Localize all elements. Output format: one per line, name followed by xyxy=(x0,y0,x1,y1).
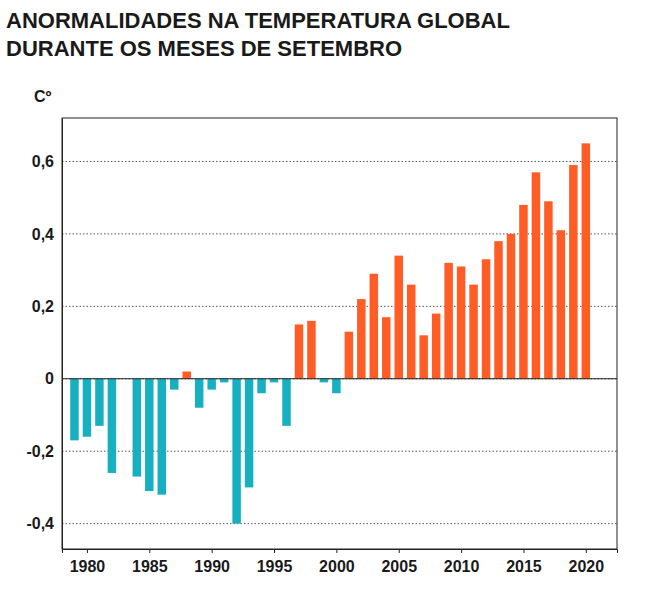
bar xyxy=(569,165,577,379)
bar xyxy=(133,379,141,477)
x-tick-label: 1985 xyxy=(132,558,168,575)
bar xyxy=(469,285,477,379)
x-tick: 2010 xyxy=(444,549,480,575)
bar xyxy=(507,234,515,379)
bar xyxy=(332,379,340,393)
bar xyxy=(170,379,178,390)
x-tick-mark xyxy=(399,549,400,553)
x-tick: 1980 xyxy=(70,549,106,575)
x-tick-label: 2015 xyxy=(506,558,542,575)
x-tick: 2000 xyxy=(319,549,355,575)
x-tick-label: 2005 xyxy=(381,558,417,575)
bar xyxy=(83,379,91,437)
bar xyxy=(257,379,265,393)
grid-line xyxy=(62,378,617,379)
x-tick-label: 2010 xyxy=(444,558,480,575)
bar xyxy=(70,379,78,441)
bar xyxy=(207,379,215,390)
x-tick-mark xyxy=(212,549,213,553)
x-axis: 1980 1985 1990 1995 2000 2005 2010 2015 2020 xyxy=(63,549,618,575)
x-tick-label: 2020 xyxy=(569,558,605,575)
y-tick-label: 0,6 xyxy=(32,153,54,170)
bar xyxy=(494,241,502,379)
y-axis-line xyxy=(62,119,63,550)
bar xyxy=(95,379,103,426)
bar xyxy=(295,324,303,378)
y-tick-label: -0,4 xyxy=(26,515,54,532)
x-tick-mark xyxy=(461,549,462,553)
bar xyxy=(108,379,116,473)
x-tick: 1990 xyxy=(194,549,230,575)
y-tick: 0 xyxy=(45,370,62,387)
x-tick-label: 2000 xyxy=(319,558,355,575)
grid-line xyxy=(62,161,617,162)
x-tick: 2020 xyxy=(569,549,605,575)
bar xyxy=(345,332,353,379)
y-tick: -0,4 xyxy=(26,515,62,532)
bar xyxy=(382,317,390,379)
bar xyxy=(245,379,253,488)
bar xyxy=(432,314,440,379)
bar xyxy=(444,263,452,379)
bars xyxy=(70,143,590,523)
title: DURANTE OS MESES DE SETEMBRO xyxy=(6,36,402,61)
grid xyxy=(62,161,617,523)
bar xyxy=(357,299,365,379)
y-axis-label: Cº xyxy=(34,88,52,105)
bar xyxy=(282,379,290,426)
plot: -0,4 -0,2 0 0,2 0,4 0,6 1980 1985 1990 1995 2000 20… xyxy=(26,118,617,575)
grid-line xyxy=(62,523,617,524)
bar xyxy=(395,256,403,379)
title: ANORMALIDADES NA TEMPERATURA GLOBAL xyxy=(6,8,510,33)
x-tick: 1985 xyxy=(132,549,168,575)
bar xyxy=(544,201,552,378)
x-tick-mark xyxy=(586,549,587,553)
y-tick: -0,2 xyxy=(26,443,62,460)
x-tick: 1995 xyxy=(257,549,293,575)
x-tick: 2015 xyxy=(506,549,542,575)
y-tick-label: 0 xyxy=(45,370,54,387)
bar xyxy=(519,205,527,379)
x-tick-label: 1980 xyxy=(70,558,106,575)
bar xyxy=(419,335,427,378)
x-tick: 2005 xyxy=(381,549,417,575)
bar xyxy=(557,230,565,378)
x-tick-mark xyxy=(149,549,150,553)
y-axis: -0,4 -0,2 0 0,2 0,4 0,6 xyxy=(26,119,62,550)
y-tick-label: 0,2 xyxy=(32,298,54,315)
x-tick-mark xyxy=(274,549,275,553)
x-tick-label: 1995 xyxy=(257,558,293,575)
bar xyxy=(532,172,540,378)
bar xyxy=(407,285,415,379)
plot-frame xyxy=(62,118,617,549)
y-tick: 0,2 xyxy=(32,298,62,315)
bar xyxy=(482,259,490,379)
bar xyxy=(145,379,153,491)
y-tick-label: 0,4 xyxy=(32,226,54,243)
x-tick-mark xyxy=(336,549,337,553)
x-axis-line xyxy=(63,550,618,554)
bar xyxy=(457,266,465,378)
y-tick: 0,4 xyxy=(32,226,62,243)
chart: ANORMALIDADES NA TEMPERATURA GLOBAL DURAN… xyxy=(0,0,653,600)
bar xyxy=(158,379,166,495)
bar xyxy=(307,321,315,379)
y-tick: 0,6 xyxy=(32,153,62,170)
x-tick-mark xyxy=(523,549,524,553)
bar xyxy=(582,143,590,378)
bar xyxy=(195,379,203,408)
x-tick-mark xyxy=(87,549,88,553)
baseline xyxy=(62,378,617,379)
x-tick-label: 1990 xyxy=(194,558,230,575)
bar xyxy=(232,379,240,524)
bar xyxy=(370,274,378,379)
y-tick-label: -0,2 xyxy=(26,443,54,460)
bar xyxy=(182,372,190,379)
